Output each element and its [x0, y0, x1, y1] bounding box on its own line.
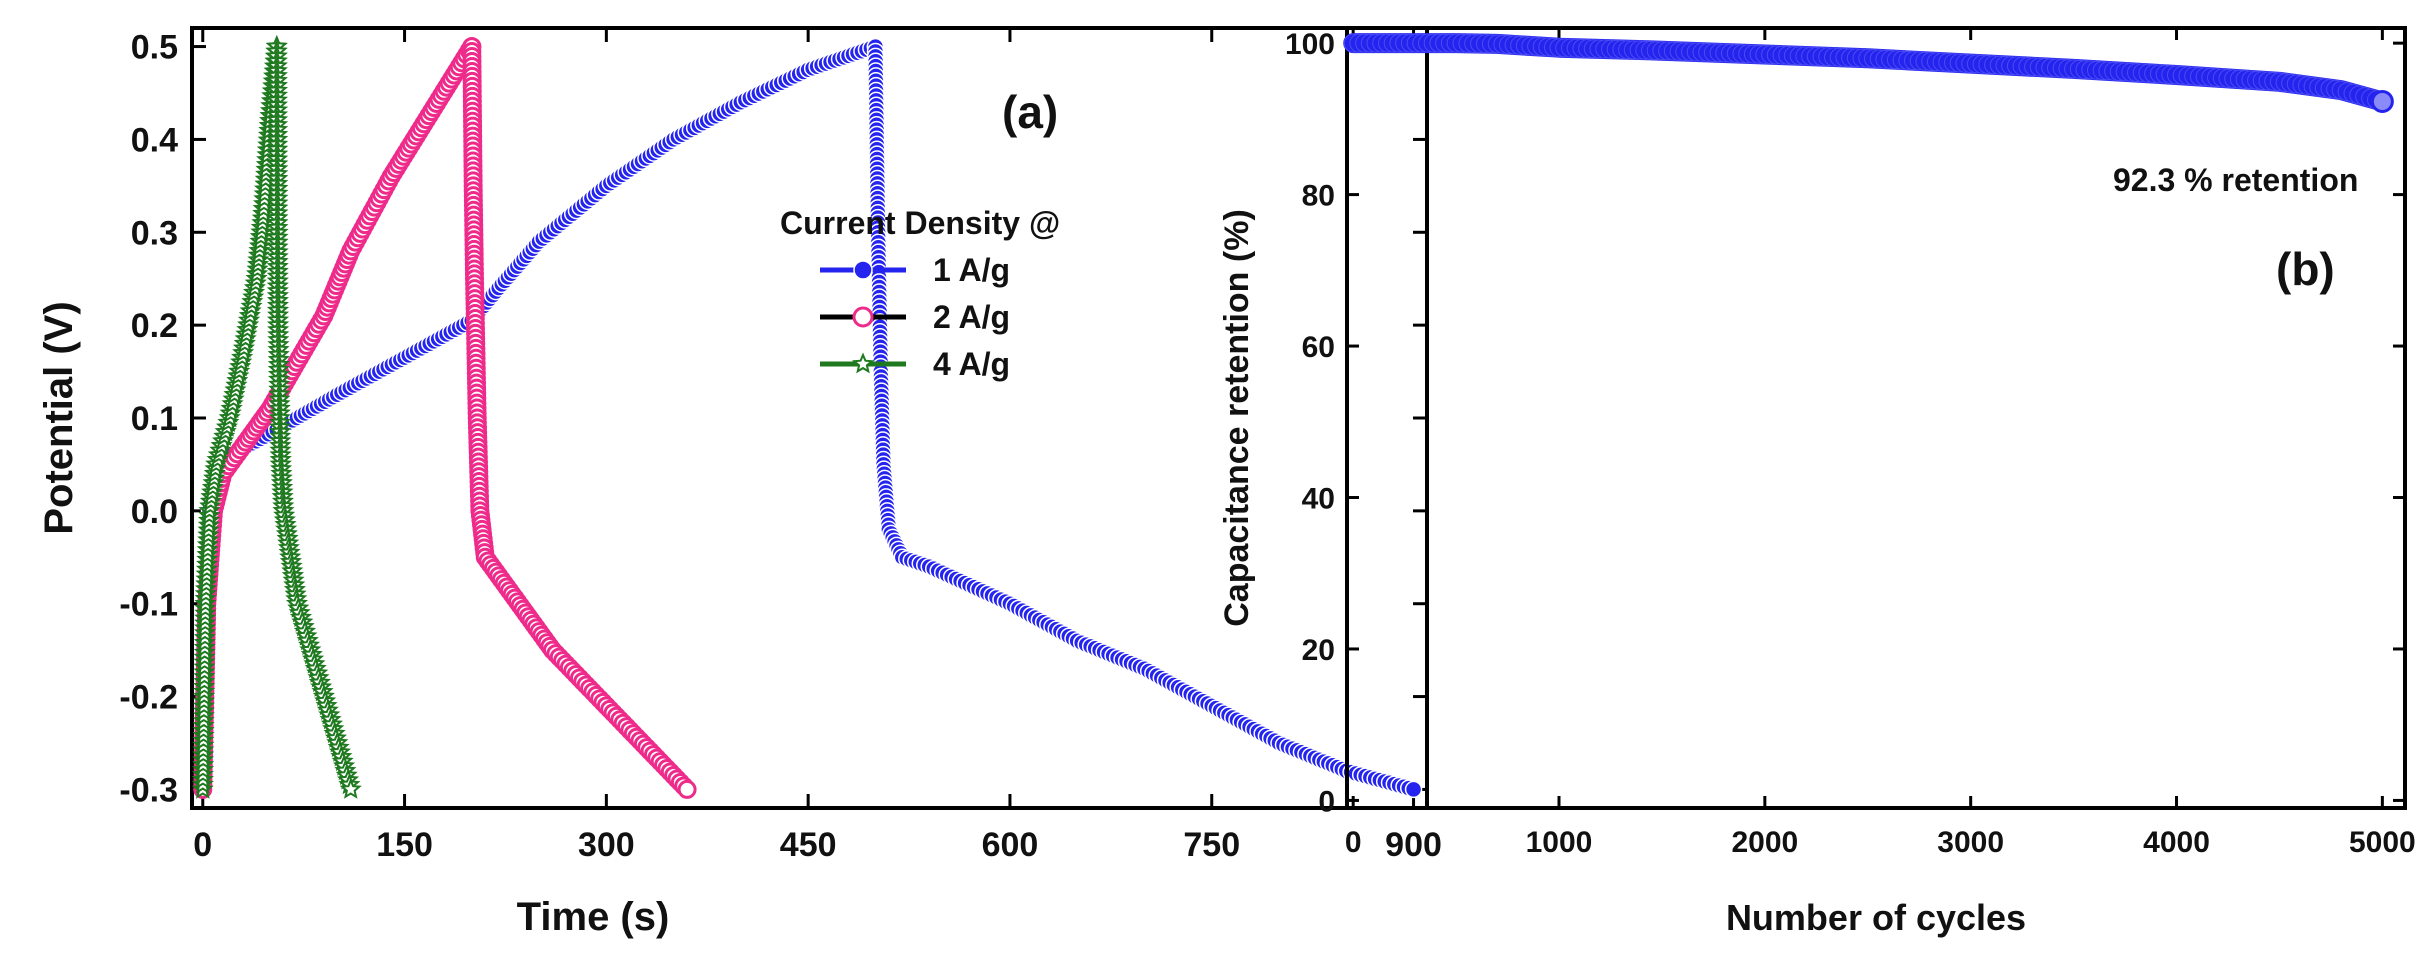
legend-label: 1 A/g [933, 252, 1010, 288]
y-tick-label-a: -0.3 [119, 771, 178, 809]
legend-label: 2 A/g [933, 299, 1010, 335]
chart-panel-b: 0 1000 2000 3000 4000 5000 0 20 40 60 80 100 (b) 92… [1218, 26, 2416, 938]
legend-marker [851, 352, 875, 374]
legend-marker [852, 306, 874, 328]
y-tick-label-b: 100 [1285, 28, 1335, 61]
y-tick-label-a: 0.5 [131, 29, 178, 67]
x-tick-label-a: 300 [578, 826, 635, 864]
y-tick-label-a: 0.0 [131, 493, 178, 531]
data-point [677, 779, 697, 799]
x-tick-label-a: 150 [376, 826, 433, 864]
legend-marker [853, 260, 873, 280]
x-tick-label-b: 2000 [1731, 826, 1798, 859]
x-tick-label-a: 750 [1183, 826, 1240, 864]
x-tick-label-a: 0 [193, 826, 212, 864]
legend-a: Current Density @ 1 A/g 2 A/g 4 A/g [780, 205, 1060, 382]
y-tick-label-b: 0 [1318, 785, 1335, 818]
x-tick-label-b: 1000 [1526, 826, 1593, 859]
y-tick-label-b: 40 [1302, 483, 1335, 516]
x-axis-title-b: Number of cycles [1726, 897, 2026, 938]
y-axis-title-a: Potential (V) [37, 301, 81, 534]
panel-label-a: (a) [1002, 86, 1058, 138]
y-tick-label-a: -0.2 [119, 679, 178, 717]
y-tick-label-a: 0.1 [131, 400, 178, 438]
retention-annotation: 92.3 % retention [2113, 162, 2358, 198]
plot-frame-b [1345, 26, 2407, 810]
legend-label: 4 A/g [933, 346, 1010, 382]
x-tick-label-a: 900 [1385, 826, 1442, 864]
series-4-a-g [191, 34, 362, 799]
y-tick-label-a: 0.3 [131, 214, 178, 252]
x-tick-label-b: 4000 [2143, 826, 2210, 859]
y-tick-label-a: 0.2 [131, 307, 178, 345]
x-axis-title-a: Time (s) [517, 895, 670, 939]
y-tick-label-b: 80 [1302, 180, 1335, 213]
data-point [339, 777, 362, 799]
x-tick-label-b: 5000 [2349, 826, 2416, 859]
data-point [1404, 780, 1423, 799]
x-tick-label-a: 450 [780, 826, 837, 864]
panel-label-b: (b) [2276, 243, 2335, 295]
x-tick-label-b: 3000 [1937, 826, 2004, 859]
x-tick-label-a: 600 [982, 826, 1039, 864]
legend-title: Current Density @ [780, 205, 1060, 241]
y-tick-label-b: 20 [1302, 634, 1335, 667]
y-tick-label-a: 0.4 [131, 121, 178, 159]
x-tick-label-b: 0 [1345, 826, 1362, 859]
series-capacitance-retention [1343, 33, 2394, 113]
y-tick-label-a: -0.1 [119, 586, 178, 624]
y-axis-title-b: Capacitance retention (%) [1218, 209, 1256, 627]
y-tick-label-b: 60 [1302, 331, 1335, 364]
chart-panel-a: 0 150 300 450 600 750 900-0.3-0.2-0.10.00.10.2… [37, 26, 1442, 939]
final-data-point [2370, 89, 2394, 113]
